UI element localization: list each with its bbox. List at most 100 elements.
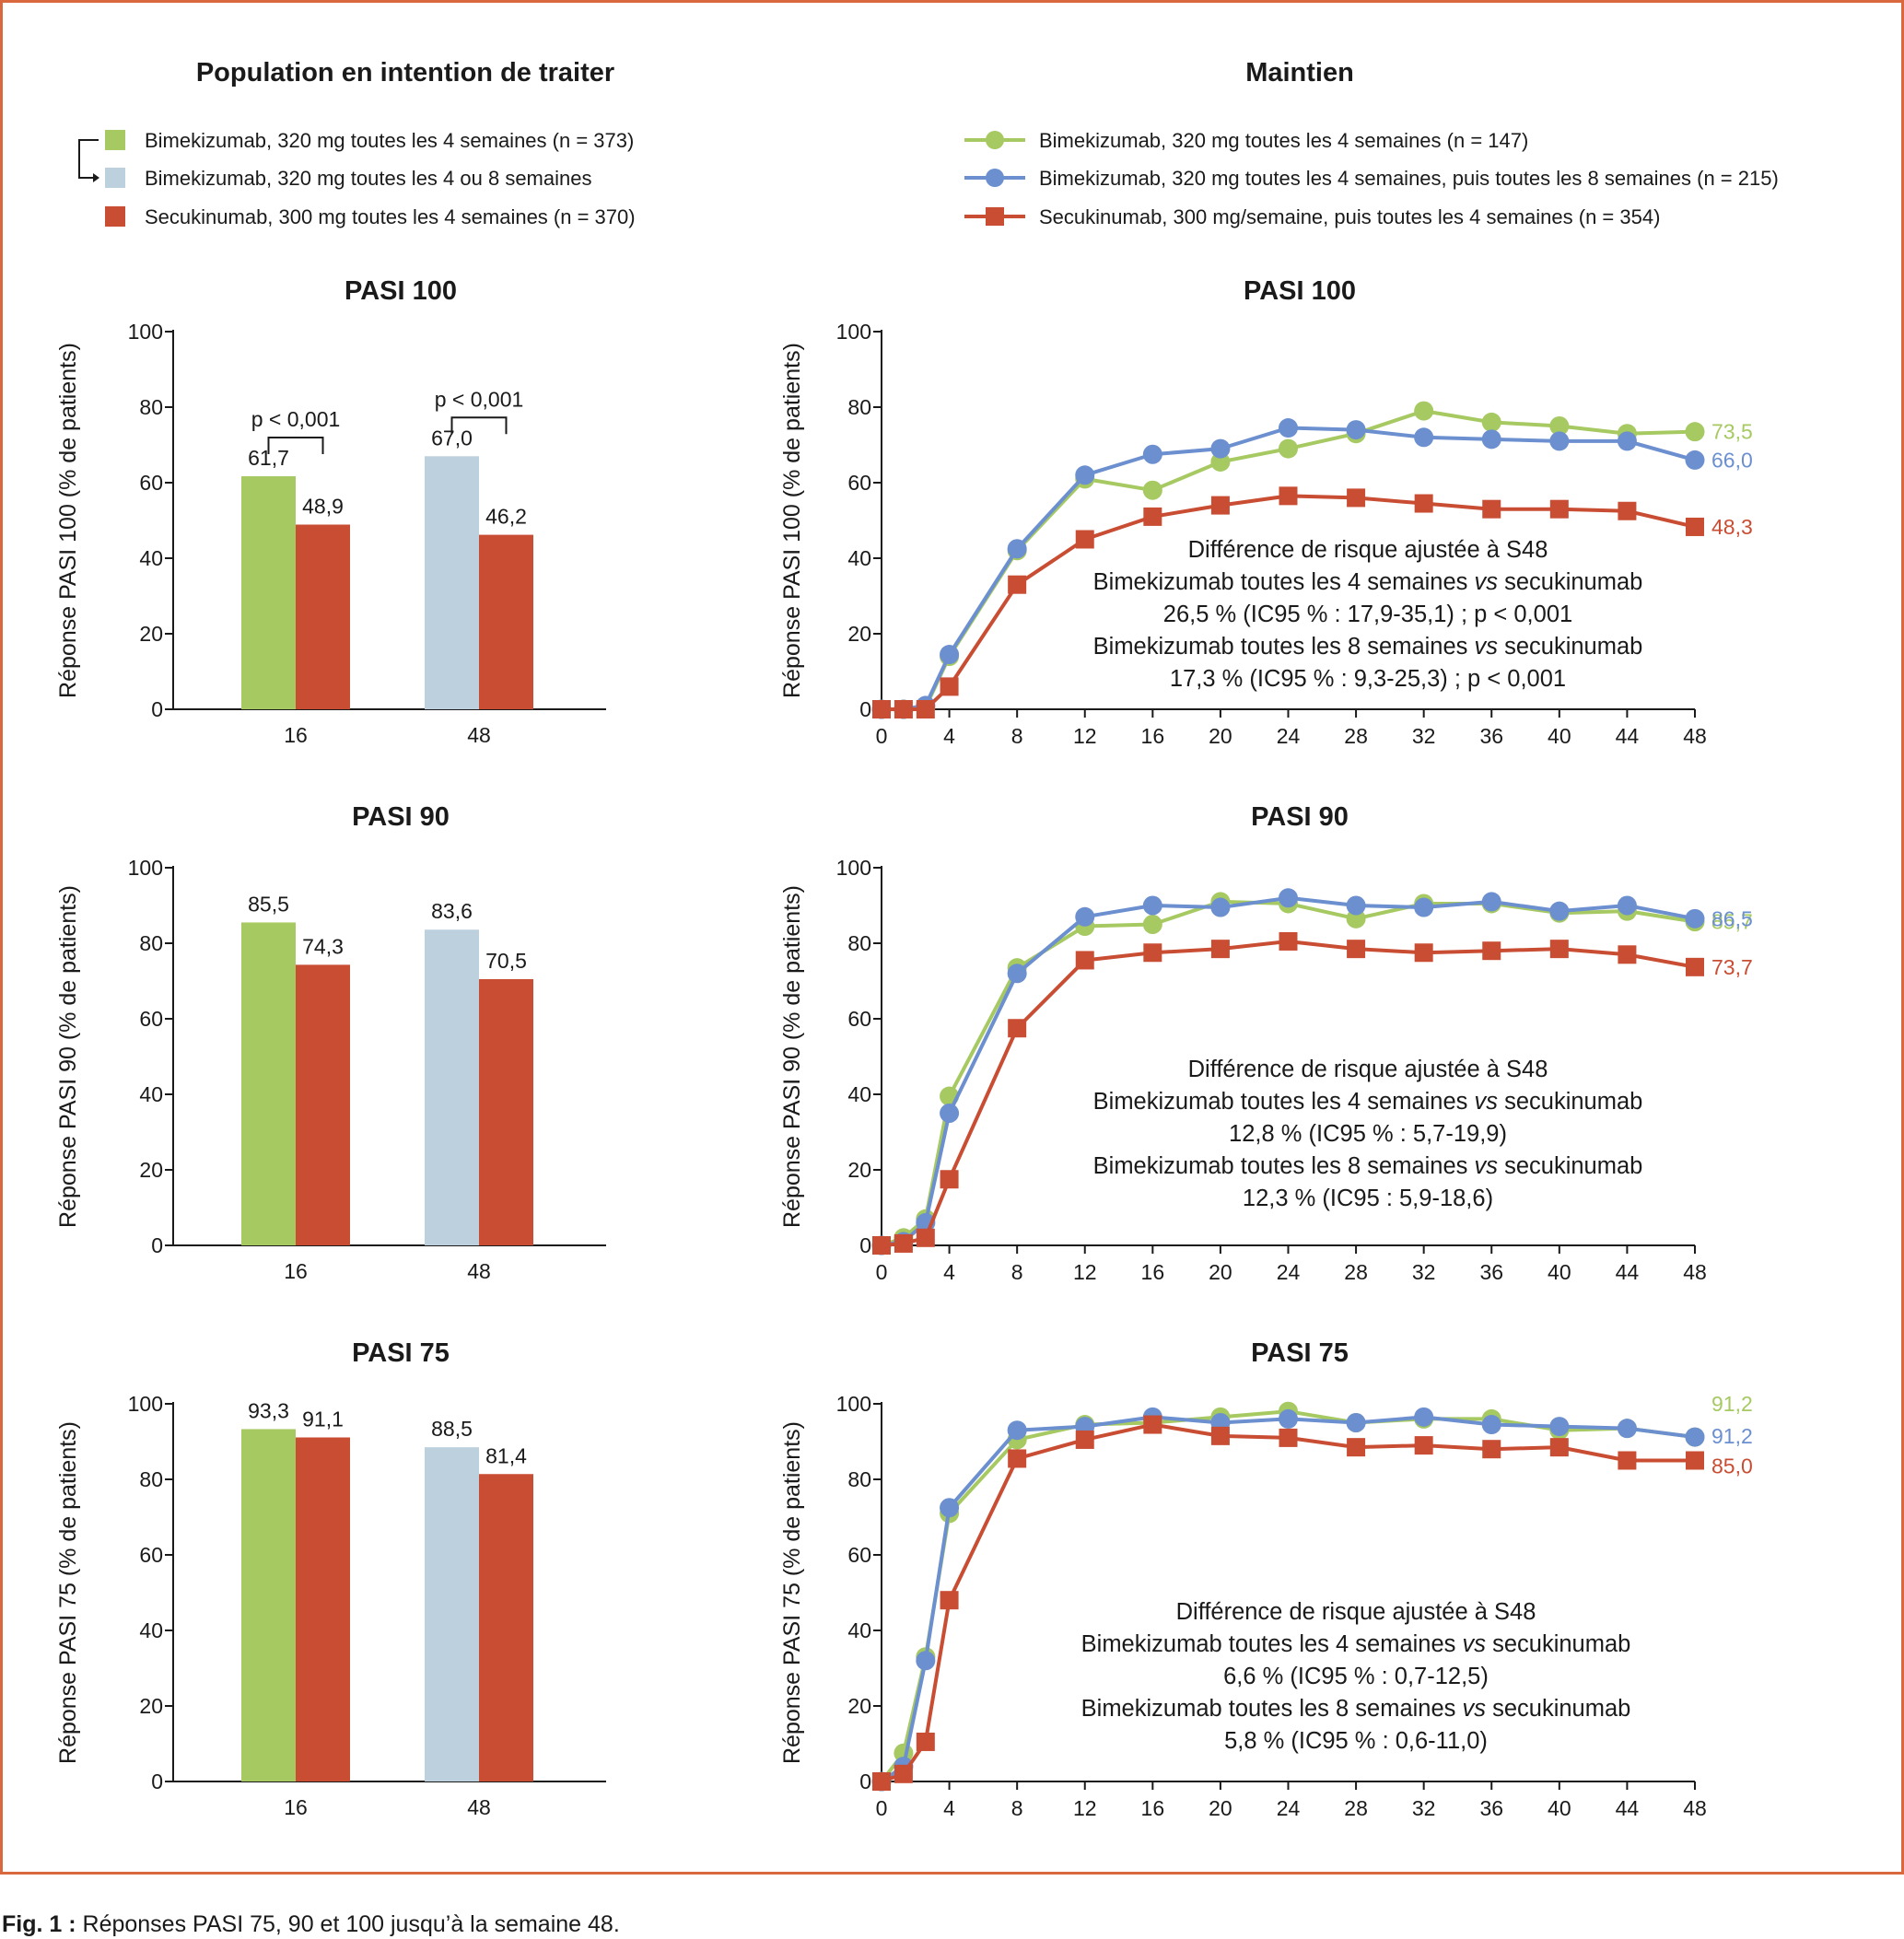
series-point	[1685, 908, 1705, 929]
x-tick-label: 20	[1209, 1796, 1232, 1820]
annotation-text: vs	[1463, 1696, 1487, 1722]
x-tick-label: 8	[1011, 1796, 1023, 1820]
y-tick-label: 60	[847, 1007, 871, 1031]
bar-value-label: 85,5	[248, 892, 289, 916]
y-tick-label: 20	[139, 1158, 163, 1182]
annotation-line: Différence de risque ajustée à S48	[1176, 1599, 1536, 1625]
series-point	[1007, 1420, 1027, 1441]
y-tick-label: 80	[847, 1467, 871, 1491]
series-point	[1008, 1019, 1027, 1038]
series-end-label: 66,0	[1711, 448, 1753, 472]
x-tick-label: 16	[1141, 1260, 1165, 1284]
figure-caption: Fig. 1 : Réponses PASI 75, 90 et 100 jus…	[2, 1911, 620, 1937]
series-point	[872, 700, 891, 718]
series-point	[1008, 575, 1027, 594]
series-point	[1347, 488, 1366, 508]
annotation-text: Bimekizumab toutes les 8 semaines	[1093, 634, 1475, 660]
y-tick-label: 0	[859, 1233, 871, 1257]
x-tick-label: 20	[1209, 1260, 1232, 1284]
bar	[479, 534, 533, 709]
annotation-line: Bimekizumab toutes les 8 semaines vs sec…	[1081, 1696, 1631, 1722]
series-point	[1618, 501, 1637, 520]
series-point	[1686, 517, 1704, 536]
chart-title: PASI 100	[1244, 276, 1356, 306]
y-tick-label: 100	[836, 1392, 871, 1416]
annotation-text: Bimekizumab toutes les 4 semaines	[1093, 569, 1475, 595]
series-point	[1007, 539, 1027, 559]
legend-swatch	[105, 206, 125, 227]
series-point	[1414, 427, 1434, 448]
x-tick-label: 4	[943, 724, 955, 748]
x-tick-label: 44	[1616, 1260, 1640, 1284]
y-tick-label: 0	[859, 697, 871, 721]
series-point	[1414, 1436, 1433, 1455]
legend-marker	[986, 131, 1004, 149]
x-tick-label: 32	[1412, 1796, 1436, 1820]
series-point	[1142, 915, 1162, 934]
x-tick-label: 40	[1548, 1796, 1571, 1820]
series-point	[1346, 895, 1366, 916]
x-tick-label: 48	[467, 723, 491, 747]
annotation-text: secukinumab	[1498, 1153, 1642, 1179]
series-point	[1481, 412, 1501, 432]
chart-title: PASI 75	[1251, 1338, 1349, 1368]
line-chart: PASI 100 Réponse PASI 100 (% de patients)…	[779, 276, 1753, 748]
series-point	[1618, 1451, 1637, 1470]
annotation-line: Différence de risque ajustée à S48	[1188, 1057, 1548, 1082]
legend-marker	[986, 169, 1004, 187]
x-tick-label: 0	[876, 1796, 888, 1820]
x-tick-label: 16	[1141, 724, 1165, 748]
annotation-line: Bimekizumab toutes les 4 semaines vs sec…	[1093, 1089, 1643, 1115]
series-end-label: 85,7	[1711, 910, 1753, 934]
series-point	[1617, 431, 1637, 451]
series-point	[894, 1233, 913, 1253]
legend-label: Secukinumab, 300 mg toutes les 4 semaine…	[145, 205, 636, 228]
series-point	[1210, 451, 1231, 472]
series-point	[1482, 941, 1501, 961]
y-tick-label: 20	[847, 622, 871, 646]
series-point	[1414, 943, 1433, 963]
bar	[241, 922, 296, 1245]
y-tick-label: 40	[847, 1082, 871, 1106]
series-point	[1210, 1426, 1230, 1445]
y-tick-label: 100	[128, 1392, 163, 1416]
annotation-line: 12,8 % (IC95 % : 5,7-19,9)	[1229, 1121, 1507, 1147]
bar	[425, 1447, 479, 1781]
series-point	[1549, 499, 1569, 519]
x-tick-label: 44	[1616, 1796, 1640, 1820]
y-tick-label: 100	[836, 856, 871, 880]
annotation-line: 6,6 % (IC95 % : 0,7-12,5)	[1223, 1664, 1489, 1689]
series-point	[1549, 901, 1570, 921]
x-tick-label: 20	[1209, 724, 1232, 748]
bar	[425, 456, 479, 709]
y-tick-label: 60	[139, 1007, 163, 1031]
bar	[479, 1474, 533, 1781]
y-tick-label: 80	[139, 931, 163, 955]
x-tick-label: 32	[1412, 724, 1436, 748]
annotation-line: Bimekizumab toutes les 8 semaines vs sec…	[1093, 634, 1643, 660]
bar-value-label: 74,3	[302, 934, 344, 958]
series-point	[1279, 438, 1298, 459]
series-end-label: 85,0	[1711, 1454, 1753, 1478]
bar-value-label: 81,4	[485, 1443, 527, 1467]
series-end-label: 86,5	[1711, 906, 1753, 930]
x-tick-label: 40	[1548, 1260, 1571, 1284]
x-tick-label: 12	[1073, 724, 1097, 748]
y-tick-label: 60	[139, 1543, 163, 1567]
series-point	[1143, 1415, 1162, 1434]
series-point	[1142, 444, 1162, 464]
annotation-line: Bimekizumab toutes les 8 semaines vs sec…	[1093, 1153, 1643, 1179]
annotation-text: vs	[1475, 1089, 1499, 1115]
p-value-label: p < 0,001	[435, 387, 524, 411]
series-point	[1414, 401, 1434, 421]
x-tick-label: 16	[1141, 1796, 1165, 1820]
series-end-label: 48,3	[1711, 515, 1753, 539]
series-point	[940, 1498, 960, 1518]
series-point	[1279, 931, 1298, 951]
series-line	[880, 1409, 1696, 1783]
x-tick-label: 28	[1344, 1260, 1368, 1284]
annotation-line: Bimekizumab toutes les 4 semaines vs sec…	[1093, 569, 1643, 595]
series-point	[1279, 888, 1298, 908]
legend-swatch	[105, 168, 125, 188]
bar-value-label: 48,9	[302, 495, 344, 519]
